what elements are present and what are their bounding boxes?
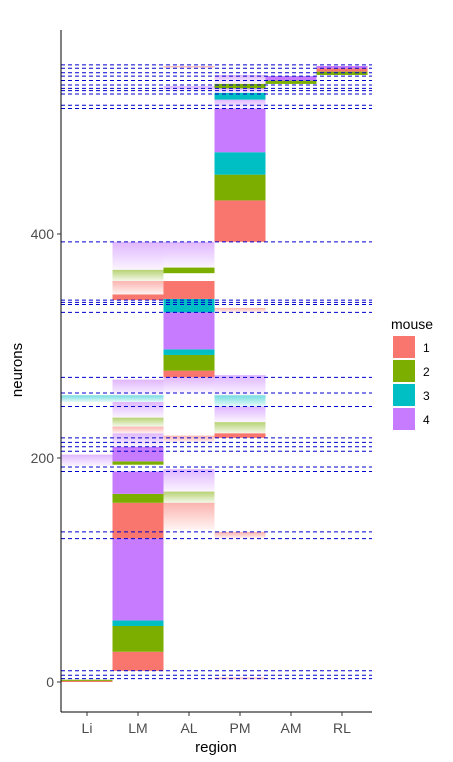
legend: mouse 1 2 3 4	[391, 316, 433, 430]
faded-bar-segment-lm-mouse-2-4	[112, 417, 164, 427]
legend-label: 1	[423, 341, 430, 355]
legend-key-mouse-1	[393, 336, 415, 358]
legend-label: 2	[423, 365, 430, 379]
bar-segment-lm-mouse-4-5	[112, 538, 164, 621]
bar-segment-lm-mouse-4-10	[112, 446, 164, 462]
bar-segment-al-mouse-2-18	[163, 267, 215, 274]
faded-bar-segment-al-mouse-2-12	[163, 491, 215, 503]
bar-segment-al-mouse-2-13	[163, 354, 215, 371]
bar-segment-pm-mouse-1-20	[214, 200, 266, 242]
faded-bar-segment-al-mouse-1-14	[163, 435, 215, 443]
x-tick-label: Li	[82, 720, 93, 736]
bar-segment-lm-mouse-1-2	[112, 651, 164, 671]
faded-bar-segment-li-mouse-3-1	[61, 395, 113, 402]
faded-bar-segment-lm-mouse-4-10	[112, 241, 164, 270]
bar-segment-am-mouse-4-27	[265, 76, 317, 81]
bar-segment-li-mouse-2-1	[61, 679, 113, 681]
faded-bar-segment-lm-mouse-4-5	[112, 402, 164, 418]
faded-bar-segment-lm-mouse-4-2	[112, 433, 164, 447]
faded-bar-segment-lm-mouse-2-9	[112, 269, 164, 282]
faded-bar-segment-al-mouse-4-16	[163, 241, 215, 268]
faded-bar-segment-pm-mouse-2-21	[214, 422, 266, 434]
bar-segment-rl-mouse-1-29	[316, 68, 368, 72]
bar-segment-lm-mouse-2-9	[112, 461, 164, 465]
y-ticks: 0 200 400	[31, 226, 61, 690]
bar-segment-pm-mouse-3-22	[214, 152, 266, 175]
legend-title: mouse	[391, 316, 433, 332]
x-tick-label: PM	[230, 720, 251, 736]
faded-bar-segment-pm-mouse-4-22	[214, 406, 266, 423]
legend-key-mouse-2	[393, 360, 415, 382]
bar-segments	[61, 66, 368, 682]
faded-bar-segment-lm-mouse-1-8	[112, 281, 164, 295]
faded-bar-segment-pm-mouse-3-23	[214, 395, 266, 407]
axes	[60, 30, 372, 713]
bar-segment-al-mouse-1-17	[163, 281, 215, 299]
bar-segment-lm-mouse-4-8	[112, 471, 164, 494]
y-axis-title: neurons	[9, 343, 26, 397]
bar-segment-pm-mouse-2-25	[214, 83, 266, 89]
faded-bar-segment-pm-mouse-4-24	[214, 375, 266, 396]
bar-segment-rl-mouse-4-30	[316, 66, 368, 69]
bar-segment-lm-mouse-2-7	[112, 493, 164, 503]
bar-segment-pm-mouse-1-19	[214, 433, 266, 438]
faded-bar-segment-pm-mouse-4-26	[214, 99, 266, 109]
faded-bar-segment-pm-mouse-1-20	[214, 531, 266, 539]
bar-segment-pm-mouse-4-23	[214, 108, 266, 153]
faded-bar-segment-li-mouse-4-0	[61, 454, 113, 466]
faded-bar-segment-lm-mouse-3-6	[112, 395, 164, 402]
x-tick-label: AL	[180, 720, 197, 736]
bar-segment-lm-mouse-1-6	[112, 502, 164, 539]
faded-bar-segment-lm-mouse-4-7	[112, 379, 164, 396]
y-tick-label: 0	[46, 674, 54, 690]
legend-label: 4	[423, 413, 430, 427]
legend-key-mouse-4	[393, 408, 415, 430]
faded-bar-segment-al-mouse-4-13	[163, 469, 215, 492]
x-tick-label: LM	[128, 720, 147, 736]
bar-segment-li-mouse-1-0	[61, 680, 113, 682]
y-tick-label: 400	[31, 226, 55, 242]
legend-key-mouse-3	[393, 384, 415, 406]
faded-bar-segment-lm-mouse-1-3	[112, 426, 164, 434]
x-tick-label: RL	[333, 720, 351, 736]
bar-segment-lm-mouse-1-11	[112, 294, 164, 301]
faded-bar-segment-al-mouse-4-15	[163, 377, 215, 394]
bar-segment-al-mouse-3-14	[163, 349, 215, 355]
faded-bar-segment-al-mouse-1-11	[163, 502, 215, 530]
x-ticks: Li LM AL PM AM RL	[82, 712, 351, 736]
bar-segment-al-mouse-1-12	[163, 370, 215, 378]
bar-segment-al-mouse-3-16	[163, 298, 215, 313]
bar-segment-rl-mouse-2-28	[316, 71, 368, 75]
x-axis-title: region	[195, 739, 237, 756]
x-tick-label: AM	[281, 720, 302, 736]
bar-segment-pm-mouse-2-21	[214, 174, 266, 201]
legend-label: 3	[423, 389, 430, 403]
bar-segment-pm-mouse-3-24	[214, 92, 266, 100]
bar-segment-al-mouse-4-15	[163, 312, 215, 350]
bar-segment-am-mouse-2-26	[265, 80, 317, 84]
faded-bar-segment-pm-mouse-4-28	[214, 74, 266, 84]
y-tick-label: 200	[31, 450, 55, 466]
bar-segment-lm-mouse-2-3	[112, 626, 164, 652]
bar-segment-lm-mouse-3-4	[112, 620, 164, 626]
faded-bar-segment-pm-mouse-1-25	[214, 307, 266, 313]
faded-bar-segment-al-mouse-1-18	[163, 66, 215, 69]
dashed-lines	[61, 64, 372, 680]
